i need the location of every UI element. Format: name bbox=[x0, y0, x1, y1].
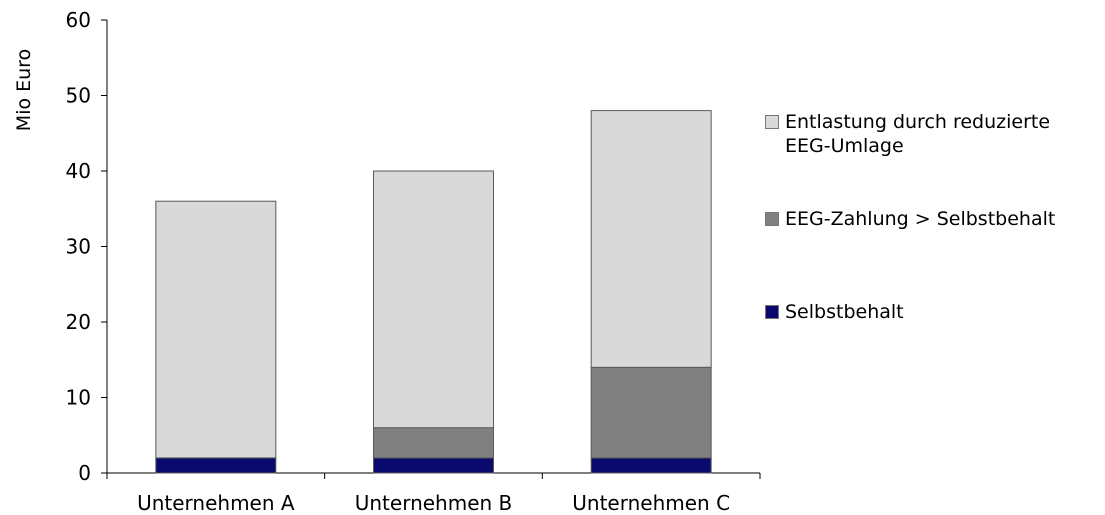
bar-segment bbox=[590, 366, 712, 459]
legend-label-entlastung: Entlastung durch reduzierte EEG-Umlage bbox=[785, 111, 1051, 157]
y-tick-labels: 0 10 20 30 40 50 60 bbox=[66, 8, 91, 485]
legend-label-selbstbehalt: Selbstbehalt bbox=[785, 301, 904, 323]
bar-segment bbox=[373, 457, 494, 474]
legend-item-eeg-zahlung: EEG-Zahlung > Selbstbehalt bbox=[765, 207, 1055, 231]
legend-item-entlastung: Entlastung durch reduzierte EEG-Umlage bbox=[765, 110, 1050, 158]
y-tick-label: 50 bbox=[66, 84, 91, 108]
legend-swatch-eeg-zahlung bbox=[765, 212, 779, 226]
legend-item-selbstbehalt: Selbstbehalt bbox=[765, 300, 904, 324]
legend-label-eeg-zahlung: EEG-Zahlung > Selbstbehalt bbox=[785, 208, 1056, 230]
y-axis-title: Mio Euro bbox=[13, 49, 35, 131]
y-tick-label: 40 bbox=[66, 159, 91, 183]
x-category-label: Unternehmen B bbox=[355, 491, 513, 515]
bar-segment bbox=[373, 170, 494, 429]
bar-segment bbox=[590, 110, 712, 368]
bar-segment bbox=[155, 457, 277, 474]
bar-segment bbox=[590, 457, 712, 474]
bars bbox=[155, 110, 712, 474]
x-category-labels: Unternehmen A Unternehmen B Unternehmen C bbox=[137, 491, 730, 515]
y-tick-label: 0 bbox=[78, 461, 91, 485]
y-tick-label: 30 bbox=[66, 235, 91, 259]
legend-swatch-entlastung bbox=[765, 115, 779, 129]
y-tick-label: 60 bbox=[66, 8, 91, 32]
bar-segment bbox=[373, 427, 494, 459]
x-category-label: Unternehmen A bbox=[137, 491, 295, 515]
bar-segment bbox=[155, 200, 277, 459]
legend-swatch-selbstbehalt bbox=[765, 305, 779, 319]
x-category-label: Unternehmen C bbox=[572, 491, 730, 515]
y-tick-label: 10 bbox=[66, 386, 91, 410]
y-tick-label: 20 bbox=[66, 310, 91, 334]
